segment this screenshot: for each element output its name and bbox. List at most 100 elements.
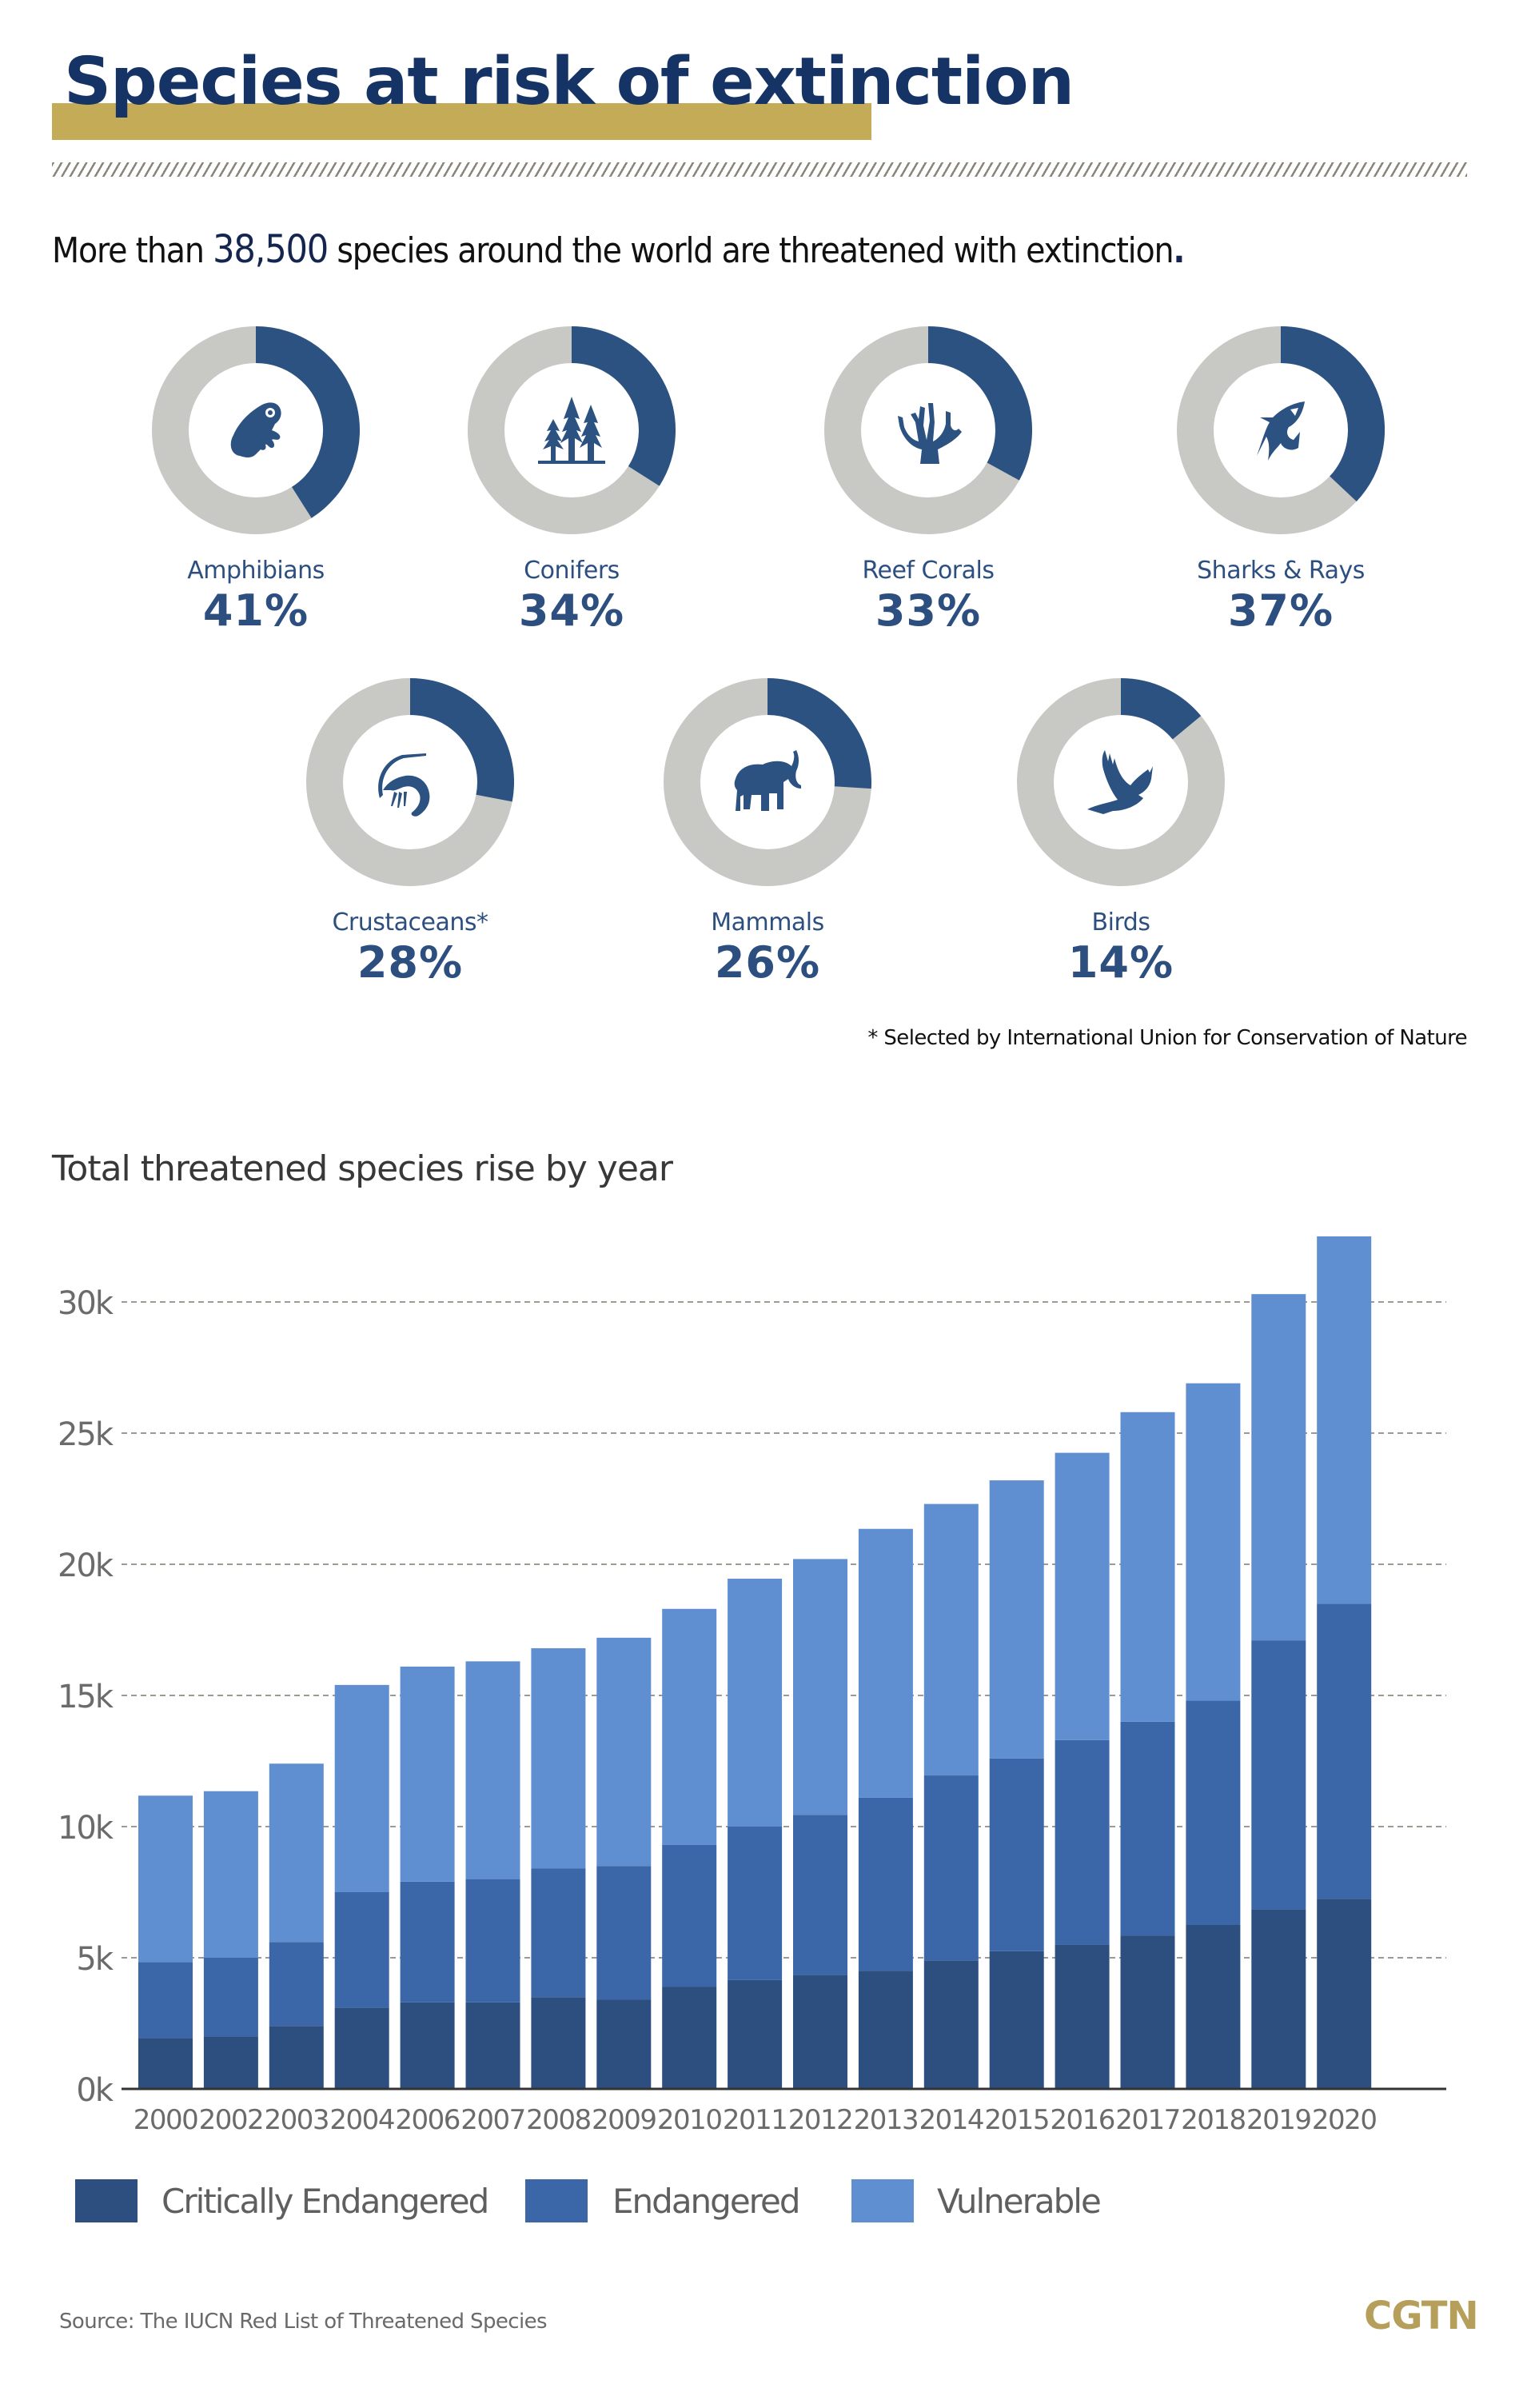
bar-segment-critically-endangered [923,1960,979,2089]
donut-value-arc [571,326,676,486]
bar-segment-vulnerable [662,1608,717,1845]
x-tick-label: 2017 [1115,2104,1180,2136]
donut-chart [824,326,1032,534]
bar-segment-endangered [1251,1640,1306,1910]
group-percent: 26% [714,937,821,988]
bar-segment-endangered [923,1775,979,1961]
x-tick-label: 2020 [1312,2104,1377,2136]
legend-label-critically-endangered: Critically Endangered [161,2182,489,2221]
x-tick-label: 2002 [199,2104,264,2136]
x-tick-label: 2000 [134,2104,198,2136]
bar-segment-critically-endangered [203,2036,258,2089]
hatched-divider [52,162,1467,177]
y-tick-label: 5k [76,1941,114,1978]
bar-segment-vulnerable [203,1791,258,1958]
group-percent: 33% [875,585,982,636]
bar-segment-vulnerable [400,1666,455,1882]
source-note: Source: The IUCN Red List of Threatened … [59,2310,548,2334]
y-tick-label: 0k [76,2072,114,2109]
donut-value-arc [767,678,871,789]
headline-period: . [1173,230,1185,271]
donut-value-arc [1120,678,1202,741]
bar-segment-critically-endangered [465,2002,520,2089]
y-tick-label: 30k [58,1285,114,1322]
bar-segment-endangered [400,1881,455,2003]
donut-chart [468,326,676,534]
legend-swatch-vulnerable [851,2179,914,2222]
headline-number: 38,500 [213,227,329,272]
bar-segment-vulnerable [1251,1294,1306,1641]
bar-segment-endangered [269,1942,324,2027]
donut-chart [664,678,871,886]
bar-segment-vulnerable [989,1480,1044,1759]
bar-segment-critically-endangered [334,2007,389,2089]
bar-segment-critically-endangered [269,2026,324,2089]
elephant-icon [734,750,801,811]
group-label: Amphibians [187,557,325,585]
x-tick-label: 2014 [919,2104,984,2136]
donut-chart [1177,326,1385,534]
bar-segment-critically-endangered [858,1971,913,2089]
group-label: Mammals [711,908,824,936]
bar-segment-endangered [531,1868,586,1998]
donut-value-arc [927,326,1032,481]
group-label: Reef Corals [862,557,995,585]
legend-swatch-critically-endangered [75,2179,138,2222]
bar-segment-vulnerable [465,1661,520,1879]
group-percent: 14% [1067,937,1174,988]
bar-segment-vulnerable [334,1684,389,1892]
donut-chart [306,678,514,886]
bar-segment-vulnerable [858,1528,913,1798]
bar-segment-critically-endangered [1120,1935,1175,2089]
x-tick-label: 2004 [329,2104,394,2136]
x-tick-label: 2019 [1246,2104,1311,2136]
x-tick-label: 2016 [1050,2104,1114,2136]
shrimp-icon [378,753,430,817]
x-tick-label: 2013 [854,2104,919,2136]
x-tick-label: 2009 [592,2104,656,2136]
bar-segment-endangered [793,1815,847,1975]
bar-segment-critically-endangered [1251,1909,1306,2089]
x-tick-label: 2007 [460,2104,525,2136]
bar-segment-critically-endangered [728,1979,783,2089]
bar-segment-vulnerable [1317,1236,1372,1604]
bar-segment-critically-endangered [989,1951,1044,2089]
bar-segment-critically-endangered [1055,1944,1110,2089]
bar-segment-vulnerable [793,1559,847,1815]
bar-segment-vulnerable [531,1647,586,1869]
group-label: Conifers [524,557,620,585]
group-label: Sharks & Rays [1197,557,1365,585]
headline-prefix: More than [52,230,205,271]
donut-value-arc [255,326,360,518]
x-tick-label: 2015 [984,2104,1049,2136]
bar-segment-critically-endangered [793,1975,847,2089]
bar-segment-endangered [1186,1700,1241,1925]
bar-segment-vulnerable [728,1579,783,1827]
bar-segment-endangered [858,1797,913,1971]
bar-segment-vulnerable [269,1763,324,1943]
frog-icon [230,402,281,457]
bar-segment-critically-endangered [1186,1925,1241,2089]
bar-segment-endangered [1120,1721,1175,1936]
x-tick-label: 2010 [657,2104,722,2136]
legend-swatch-endangered [525,2179,588,2222]
bar-segment-endangered [662,1844,717,1987]
legend-label-endangered: Endangered [612,2182,801,2221]
headline: More than 38,500 species around the worl… [52,227,1185,272]
bar-segment-vulnerable [1186,1383,1241,1701]
x-tick-label: 2011 [723,2104,787,2136]
donut-chart [1017,678,1225,886]
bar-segment-vulnerable [596,1637,652,1867]
bar-segment-critically-endangered [138,2038,193,2089]
x-tick-label: 2018 [1181,2104,1246,2136]
bar-segment-endangered [989,1758,1044,1951]
bar-segment-endangered [203,1958,258,2037]
bar-segment-endangered [1055,1739,1110,1945]
bar-segment-critically-endangered [662,1987,717,2089]
bar-segment-critically-endangered [531,1997,586,2089]
bar-segment-endangered [138,1962,193,2039]
bar-segment-vulnerable [138,1795,193,1963]
group-percent: 28% [357,937,464,988]
x-tick-label: 2008 [526,2104,591,2136]
